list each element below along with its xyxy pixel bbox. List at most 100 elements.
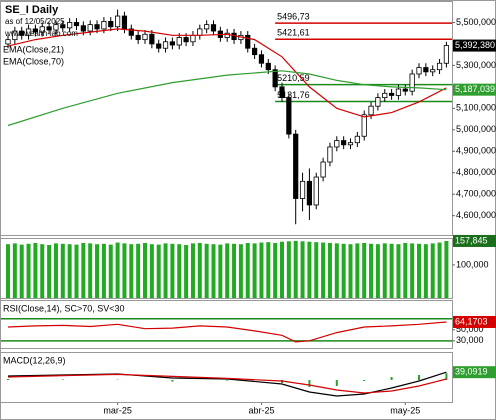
level-label: 5421,61 bbox=[277, 28, 310, 38]
histogram-bar bbox=[418, 375, 420, 380]
candle-body bbox=[436, 62, 443, 71]
candle-body bbox=[149, 33, 155, 45]
volume-bar bbox=[115, 242, 120, 298]
histogram-bar bbox=[445, 373, 448, 380]
volume-bar bbox=[321, 242, 326, 298]
panel bbox=[0, 1, 453, 236]
subtitle: as of 12/05/2025 bbox=[5, 17, 65, 26]
x-tick-label: mar-25 bbox=[103, 405, 132, 415]
volume-bar bbox=[238, 244, 243, 298]
candle-body bbox=[423, 67, 429, 73]
volume-bar bbox=[19, 244, 24, 298]
last-value-label: 5,392,380 bbox=[455, 40, 495, 50]
candle-body bbox=[73, 22, 80, 27]
volume-bar bbox=[211, 244, 216, 298]
histogram-bar bbox=[390, 377, 393, 380]
volume-bar bbox=[26, 243, 31, 298]
volume-bar bbox=[430, 243, 435, 298]
y-tick-label: 5,300,000 bbox=[456, 60, 496, 70]
x-tick-label: may-25 bbox=[390, 405, 420, 415]
candle-body bbox=[272, 69, 278, 88]
line-series bbox=[7, 70, 447, 127]
volume-bar bbox=[177, 244, 182, 298]
candle-body bbox=[204, 24, 210, 30]
candle-body bbox=[115, 15, 121, 28]
y-tick-label: 4,900,000 bbox=[456, 146, 496, 156]
candle-body bbox=[279, 86, 285, 99]
last-value-label: 64,1703 bbox=[455, 316, 488, 326]
y-tick-label: 30,000 bbox=[456, 335, 484, 345]
candle-body bbox=[368, 105, 374, 116]
candle-body bbox=[409, 73, 415, 92]
histogram-bar bbox=[335, 380, 338, 386]
volume-bar bbox=[232, 243, 237, 298]
volume-bar bbox=[53, 243, 58, 298]
histogram-bar bbox=[171, 380, 174, 382]
volume-bar bbox=[40, 244, 45, 298]
volume-bar bbox=[197, 242, 202, 298]
volume-bar bbox=[369, 243, 374, 298]
volume-bar bbox=[12, 243, 17, 298]
y-tick-label: 4,700,000 bbox=[456, 189, 496, 199]
line-series bbox=[7, 28, 447, 118]
volume-bar bbox=[266, 242, 271, 298]
volume-bar bbox=[396, 244, 401, 298]
candle-body bbox=[87, 24, 93, 32]
candle-body bbox=[156, 43, 162, 49]
y-tick-label: 5,100,000 bbox=[456, 103, 496, 113]
candle-body bbox=[395, 88, 402, 96]
candle-body bbox=[258, 54, 265, 64]
candle-body bbox=[80, 25, 86, 32]
volume-bar bbox=[252, 243, 257, 298]
last-value-label: 157,845 bbox=[455, 235, 488, 245]
legend-entry: EMA(Close,21) bbox=[3, 44, 64, 54]
y-tick-label: 100,000 bbox=[456, 259, 489, 269]
volume-bar bbox=[437, 242, 442, 298]
y-tick-label: 50,000 bbox=[456, 324, 484, 334]
candle-body bbox=[12, 30, 18, 41]
histogram-bar bbox=[226, 380, 229, 381]
y-tick-label: 5,500,000 bbox=[456, 17, 496, 27]
volume-bar bbox=[163, 243, 168, 298]
candle-body bbox=[101, 20, 107, 30]
volume-bar bbox=[293, 240, 298, 298]
candle-body bbox=[60, 24, 66, 29]
candle-body bbox=[46, 26, 52, 31]
candle-body bbox=[108, 20, 114, 28]
histogram-bar bbox=[61, 379, 64, 380]
volume-bar bbox=[156, 244, 161, 298]
candle-body bbox=[286, 97, 292, 135]
volume-bar bbox=[382, 243, 387, 298]
candle-body bbox=[210, 24, 217, 32]
volume-bar bbox=[334, 243, 339, 298]
last-value-label: 5,187,039 bbox=[455, 84, 495, 94]
candle-body bbox=[354, 135, 360, 144]
volume-bar bbox=[149, 244, 154, 298]
volume-bar bbox=[259, 242, 264, 298]
volume-bar bbox=[95, 244, 100, 298]
candle-body bbox=[169, 41, 175, 46]
volume-bar bbox=[245, 242, 250, 298]
y-tick-label: 4,600,000 bbox=[456, 210, 496, 220]
volume-bar bbox=[74, 244, 79, 298]
volume-bar bbox=[341, 243, 346, 298]
level-label: 5496,73 bbox=[277, 12, 310, 22]
volume-bar bbox=[327, 242, 332, 298]
volume-bar bbox=[286, 241, 291, 298]
candle-body bbox=[53, 24, 59, 31]
volume-bar bbox=[33, 242, 38, 298]
volume-bar bbox=[389, 243, 394, 298]
volume-bar bbox=[81, 242, 86, 298]
volume-bar bbox=[348, 244, 353, 298]
candle-body bbox=[25, 28, 32, 36]
y-tick-label: 5,000,000 bbox=[456, 124, 496, 134]
candle-body bbox=[39, 26, 45, 33]
line-series bbox=[7, 373, 447, 394]
level-label: 5210,59 bbox=[277, 73, 310, 83]
volume-bar bbox=[218, 244, 223, 298]
volume-bar bbox=[375, 244, 380, 298]
candle-body bbox=[183, 37, 189, 43]
candle-body bbox=[320, 161, 326, 178]
